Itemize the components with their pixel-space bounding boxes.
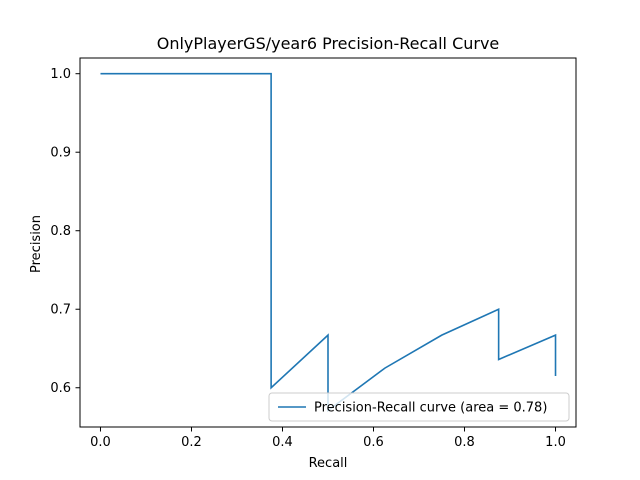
y-axis-label: Precision: [29, 215, 44, 273]
x-tick-label: 0.6: [363, 435, 384, 450]
x-tick-label: 0.8: [454, 435, 475, 450]
x-tick-label: 0.2: [181, 435, 202, 450]
axes-frame: [79, 57, 577, 428]
y-tick-label: 0.6: [50, 381, 71, 396]
legend: Precision-Recall curve (area = 0.78): [268, 392, 570, 422]
plot-area: [79, 57, 577, 428]
y-tick-label: 0.9: [50, 146, 71, 161]
series-line-0: [100, 72, 557, 413]
x-axis-ticks: 0.0 0.2 0.4 0.6 0.8 1.0: [90, 427, 566, 450]
x-tick-label: 0.0: [90, 435, 111, 450]
y-tick-label: 1.0: [50, 67, 71, 82]
x-tick-label: 1.0: [545, 435, 566, 450]
y-axis-ticks: 0.6 0.7 0.8 0.9 1.0: [50, 67, 80, 396]
x-tick-label: 0.4: [272, 435, 293, 450]
y-tick-label: 0.7: [50, 303, 71, 318]
legend-entry: Precision-Recall curve (area = 0.78): [314, 401, 547, 416]
x-axis-label: Recall: [309, 456, 348, 471]
chart-title: OnlyPlayerGS/year6 Precision-Recall Curv…: [157, 34, 500, 53]
legend-box: [268, 392, 570, 422]
y-tick-label: 0.8: [50, 224, 71, 239]
